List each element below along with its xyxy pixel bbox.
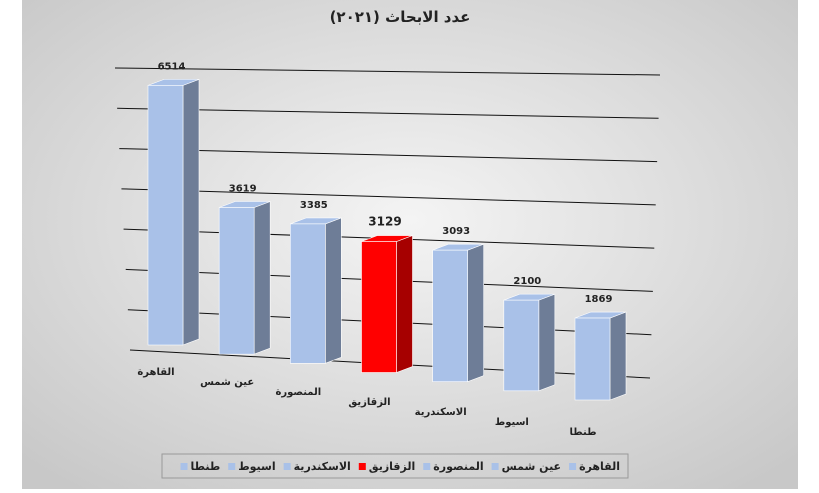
grid-line <box>117 107 659 119</box>
grid-line <box>114 67 661 76</box>
bar <box>361 241 397 373</box>
value-label: 6514 <box>158 61 186 72</box>
bar-side <box>538 293 556 392</box>
legend-label: المنصورة <box>433 460 483 473</box>
bar-side <box>182 78 200 346</box>
bar-side <box>253 201 271 355</box>
bar-side <box>609 311 627 401</box>
legend-label: اسيوط <box>238 460 275 473</box>
legend-swatch <box>180 463 188 470</box>
grid-line <box>121 188 656 206</box>
legend-label: طنطا <box>191 460 221 473</box>
bar-side <box>396 235 413 373</box>
legend-swatch <box>283 463 291 470</box>
legend-swatch <box>423 463 431 470</box>
bar <box>432 249 468 382</box>
chart-title: عدد الابحاث (٢٠٢١) <box>330 8 471 26</box>
legend-label: عين شمس <box>502 460 561 473</box>
x-tick-label: اسيوط <box>495 417 529 428</box>
legend-box <box>161 453 629 479</box>
bar <box>147 85 184 346</box>
x-tick-label: طنطا <box>570 427 597 438</box>
legend-swatch <box>358 463 366 470</box>
x-tick-label: عين شمس <box>200 377 254 388</box>
value-label: 1869 <box>585 294 613 305</box>
x-tick-label: الاسكندرية <box>415 407 467 418</box>
bar <box>574 317 611 401</box>
x-tick-label: القاهرة <box>137 367 174 378</box>
x-tick-label: الزقازيق <box>348 397 390 408</box>
grid-line <box>119 148 658 163</box>
bar-side <box>467 243 484 383</box>
bar <box>290 223 326 364</box>
value-label: 3385 <box>300 200 328 211</box>
bar <box>503 299 540 392</box>
bar <box>218 207 255 355</box>
bar-side <box>325 217 342 364</box>
value-label: 2100 <box>513 276 541 287</box>
legend-label: الاسكندرية <box>294 460 351 473</box>
x-tick-label: المنصورة <box>275 387 321 398</box>
legend-label: القاهرة <box>579 460 620 473</box>
legend-swatch <box>491 463 499 470</box>
legend-label: الزقازيق <box>369 460 415 473</box>
legend-swatch <box>228 463 236 470</box>
value-label: 3129 <box>368 215 401 229</box>
value-label: 3093 <box>442 226 470 237</box>
value-label: 3619 <box>229 184 257 195</box>
legend-swatch <box>569 463 577 470</box>
